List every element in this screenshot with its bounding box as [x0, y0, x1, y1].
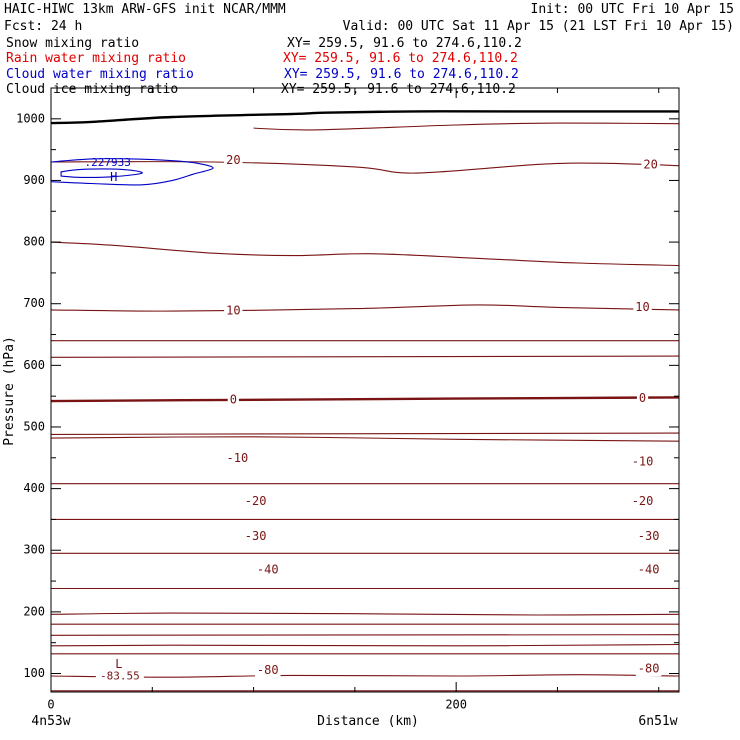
isotherm-label-8: -10 — [227, 451, 249, 465]
isotherm-min-bg — [95, 670, 144, 685]
header-valid: Valid: 00 UTC Sat 11 Apr 15 (21 LST Fri … — [343, 19, 734, 34]
y-tick-label-500: 500 — [23, 419, 45, 433]
isotherm-label-9: -10 — [632, 455, 654, 469]
isotherm-label-bg-14 — [224, 153, 243, 168]
isotherm-label-14: 20 — [226, 153, 240, 167]
field-xy-rain: XY= 259.5, 91.6 to 274.6,110.2 — [283, 51, 518, 66]
isotherm-label-bg-7 — [629, 494, 656, 509]
isotherm-label-bg-2 — [254, 562, 281, 577]
isotherm-label-bg-4 — [242, 529, 269, 544]
cloud-water-contour-outer — [50, 158, 214, 186]
isotherm-line-17 — [50, 241, 680, 267]
y-tick-label-900: 900 — [23, 173, 45, 187]
y-tick-label-800: 800 — [23, 235, 45, 249]
isotherm-line-6 — [50, 612, 680, 616]
endpoint-right-label: 6n51w — [638, 714, 677, 729]
y-tick-label-200: 200 — [23, 604, 45, 618]
isotherm-label-1: -80 — [638, 662, 660, 676]
isotherm-line-4 — [50, 634, 680, 636]
isotherm-line-14 — [50, 355, 680, 358]
field-xy-cloud-water: XY= 259.5, 91.6 to 274.6,110.2 — [284, 67, 519, 82]
cloud-water-max-letter: H — [110, 170, 117, 184]
isotherm-line-11 — [50, 436, 680, 442]
isotherm-line-19 — [253, 122, 680, 131]
field-name-cloud-ice: Cloud ice mixing ratio — [6, 82, 178, 97]
isotherm-label-bg-13 — [633, 300, 652, 315]
field-name-snow: Snow mixing ratio — [6, 36, 139, 51]
isotherm-line-13 — [50, 396, 680, 403]
isotherm-label-bg-6 — [242, 494, 269, 509]
isotherm-label-11: 0 — [639, 391, 646, 405]
isotherm-label-6: -20 — [245, 494, 267, 508]
isotherm-label-15: 20 — [643, 158, 657, 172]
isotherm-label-bg-8 — [224, 451, 251, 466]
isotherm-label-bg-3 — [635, 562, 662, 577]
isotherm-label-bg-10 — [227, 392, 239, 407]
isotherm-label-10: 0 — [230, 392, 237, 406]
x-tick-label-200: 200 — [445, 698, 467, 712]
field-xy-cloud-ice: XY= 259.5, 91.6 to 274.6,110.2 — [281, 82, 516, 97]
isotherm-label-bg-1 — [635, 662, 662, 677]
isotherm-label-0: -80 — [257, 663, 279, 677]
isotherm-label-bg-11 — [636, 391, 649, 406]
isotherm-label-bg-15 — [641, 158, 660, 173]
isotherm-label-bg-5 — [635, 529, 662, 544]
cloud-water-contour-inner — [60, 168, 143, 178]
y-tick-label-300: 300 — [23, 543, 45, 557]
y-tick-label-100: 100 — [23, 666, 45, 680]
isotherm-label-bg-12 — [224, 304, 243, 319]
isotherm-label-12: 10 — [226, 304, 240, 318]
isotherm-min-letter: L — [115, 657, 122, 671]
isotherm-line-1 — [50, 674, 680, 678]
isotherm-line-16 — [50, 304, 680, 312]
isotherm-line-12 — [50, 432, 680, 435]
header-fcst: Fcst: 24 h — [4, 19, 82, 34]
isotherm-label-5: -30 — [638, 529, 660, 543]
header-init: Init: 00 UTC Fri 10 Apr 15 — [531, 2, 735, 17]
plot-frame — [50, 87, 680, 693]
isotherm-label-bg-9 — [629, 455, 656, 470]
header-title: HAIC-HIWC 13km ARW-GFS init NCAR/MMM — [4, 2, 286, 17]
x-tick-label-0: 0 — [47, 698, 54, 712]
isotherm-label-13: 10 — [635, 300, 649, 314]
terrain-line — [50, 110, 679, 125]
cloud-water-max-value: .227933 — [85, 156, 131, 169]
y-tick-label-600: 600 — [23, 358, 45, 372]
field-name-rain: Rain water mixing ratio — [6, 51, 186, 66]
x-axis-label: Distance (km) — [317, 714, 419, 729]
isotherm-label-bg-0 — [254, 663, 281, 678]
y-tick-label-700: 700 — [23, 296, 45, 310]
isotherm-min-value: -83.55 — [100, 669, 140, 682]
field-legend: Snow mixing ratio XY= 259.5, 91.6 to 274… — [6, 36, 522, 97]
endpoint-left-label: 4n53w — [31, 714, 70, 729]
isotherm-label-3: -40 — [638, 562, 660, 576]
isotherm-line-18 — [50, 161, 680, 174]
isotherm-label-2: -40 — [257, 562, 279, 576]
plot-area: H.227933 -80 -80 -40 -40 -30 -30 -20 -20 -10 -10 0 0… — [16, 87, 680, 712]
isotherm-line-3 — [50, 643, 680, 647]
y-tick-label-400: 400 — [23, 481, 45, 495]
isotherm-label-4: -30 — [245, 529, 267, 543]
isotherm-label-7: -20 — [632, 494, 654, 508]
y-axis-label: Pressure (hPa) — [2, 336, 17, 446]
field-xy-snow: XY= 259.5, 91.6 to 274.6,110.2 — [287, 36, 522, 51]
field-name-cloud-water: Cloud water mixing ratio — [6, 67, 194, 82]
y-tick-label-1000: 1000 — [16, 111, 45, 125]
